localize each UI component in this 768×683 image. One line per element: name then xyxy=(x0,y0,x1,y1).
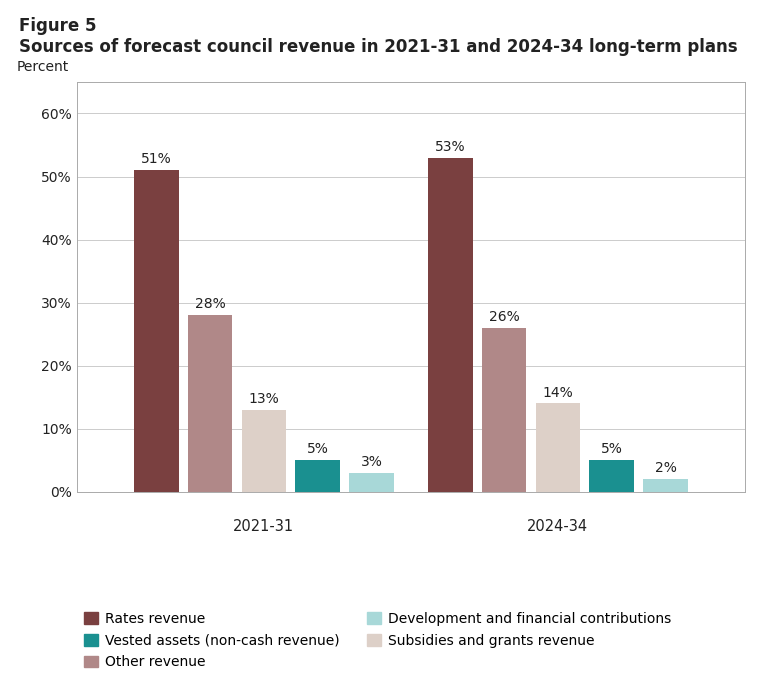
Text: 51%: 51% xyxy=(141,152,172,167)
Text: Percent: Percent xyxy=(17,60,69,74)
Bar xyxy=(349,473,394,492)
Legend: Rates revenue, Vested assets (non-cash revenue), Other revenue, Development and : Rates revenue, Vested assets (non-cash r… xyxy=(84,612,671,669)
Bar xyxy=(535,404,580,492)
Text: 2%: 2% xyxy=(654,462,677,475)
Text: 5%: 5% xyxy=(306,443,329,456)
Text: 5%: 5% xyxy=(601,443,623,456)
Text: Figure 5: Figure 5 xyxy=(19,17,97,35)
Bar xyxy=(590,460,634,492)
Bar xyxy=(482,328,526,492)
Bar xyxy=(296,460,340,492)
Text: 3%: 3% xyxy=(360,455,382,469)
Text: 2024-34: 2024-34 xyxy=(528,519,588,534)
Text: 26%: 26% xyxy=(488,310,519,324)
Bar xyxy=(188,316,232,492)
Bar xyxy=(134,170,178,492)
Text: 13%: 13% xyxy=(249,392,280,406)
Bar xyxy=(644,479,687,492)
Text: 28%: 28% xyxy=(195,298,226,311)
Bar xyxy=(428,158,472,492)
Text: 53%: 53% xyxy=(435,140,465,154)
Text: 2021-31: 2021-31 xyxy=(233,519,294,534)
Bar xyxy=(242,410,286,492)
Text: Sources of forecast council revenue in 2021-31 and 2024-34 long-term plans: Sources of forecast council revenue in 2… xyxy=(19,38,738,55)
Text: 14%: 14% xyxy=(542,386,573,400)
